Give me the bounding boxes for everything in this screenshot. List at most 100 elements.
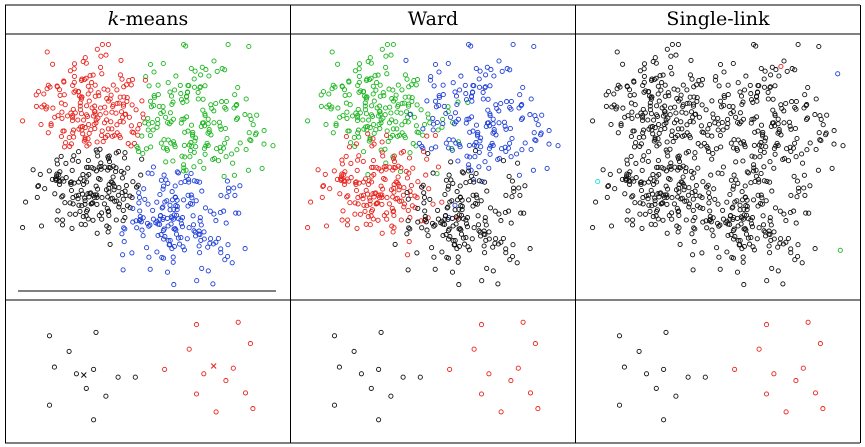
single-link-top-point bbox=[707, 121, 713, 128]
ward-top-point bbox=[423, 172, 429, 178]
ward-top-point bbox=[449, 269, 456, 275]
kmeans-top-point bbox=[201, 165, 207, 171]
ward-top-point bbox=[363, 111, 370, 117]
single-link-top-point bbox=[754, 98, 760, 104]
kmeans-top-point bbox=[199, 64, 205, 70]
single-link-top-point bbox=[655, 164, 661, 170]
single-link-top-point bbox=[740, 254, 746, 260]
kmeans-top-point bbox=[188, 192, 194, 198]
kmeans-top-point bbox=[164, 147, 170, 153]
ward-top-point bbox=[383, 163, 389, 170]
kmeans-top-point bbox=[173, 203, 179, 209]
single-link-top-point bbox=[777, 240, 783, 246]
kmeans-top-point bbox=[189, 195, 195, 201]
single-link-top-point bbox=[655, 83, 661, 89]
ward-top-point bbox=[464, 224, 470, 230]
single-link-top-point bbox=[763, 198, 769, 204]
ward-top-point bbox=[472, 154, 478, 160]
ward-top-point bbox=[458, 227, 464, 233]
ward-top-point bbox=[476, 84, 483, 90]
kmeans-top-point bbox=[248, 138, 254, 144]
kmeans-top-point bbox=[177, 82, 183, 88]
kmeans-top-point bbox=[160, 255, 167, 261]
single-link-top-point bbox=[646, 149, 652, 155]
kmeans-top-point bbox=[143, 74, 149, 80]
ward-top-point bbox=[424, 227, 430, 233]
ward-top-point bbox=[308, 199, 314, 205]
kmeans-top-point bbox=[35, 183, 41, 189]
ward-top-point bbox=[485, 107, 491, 113]
single-link-top-point bbox=[745, 170, 751, 176]
single-link-top-point bbox=[756, 142, 762, 148]
ward-top-point bbox=[456, 141, 462, 148]
kmeans-top-point bbox=[170, 216, 176, 222]
kmeans-top-point bbox=[246, 43, 252, 50]
kmeans-top-point bbox=[119, 231, 125, 237]
kmeans-top-point bbox=[61, 92, 67, 98]
ward-top-point bbox=[380, 186, 386, 192]
kmeans-top-point bbox=[98, 53, 104, 59]
single-link-top-point bbox=[740, 116, 746, 122]
kmeans-top-point bbox=[218, 250, 224, 256]
ward-top-point bbox=[404, 175, 410, 181]
single-link-top-point bbox=[669, 128, 675, 134]
kmeans-top-point bbox=[137, 121, 143, 128]
ward-top-point bbox=[369, 113, 376, 119]
kmeans-top-point bbox=[23, 199, 29, 205]
ward-bottom-point bbox=[447, 366, 453, 372]
ward-top-point bbox=[355, 130, 361, 136]
ward-top-point bbox=[535, 122, 541, 128]
ward-top-point bbox=[375, 192, 382, 198]
kmeans-top-point bbox=[62, 102, 68, 108]
single-link-top-point bbox=[668, 53, 674, 59]
ward-top-point bbox=[522, 183, 528, 189]
kmeans-top-point bbox=[150, 216, 156, 222]
kmeans-top-point bbox=[34, 194, 40, 200]
ward-top-point bbox=[420, 126, 426, 132]
single-link-top-point bbox=[714, 220, 721, 226]
single-link-top-point bbox=[703, 107, 709, 113]
ward-top-point bbox=[382, 177, 388, 183]
kmeans-top-point bbox=[84, 179, 90, 185]
ward-top-point bbox=[388, 52, 394, 58]
single-link-top-point bbox=[675, 87, 681, 93]
single-link-top-point bbox=[701, 140, 707, 146]
single-link-top-point bbox=[662, 82, 668, 88]
kmeans-top-point bbox=[110, 82, 116, 88]
single-link-top-point bbox=[729, 205, 735, 211]
kmeans-top-point bbox=[120, 267, 126, 273]
kmeans-top-point bbox=[98, 64, 104, 70]
ward-top-point bbox=[388, 117, 395, 123]
single-link-top-point bbox=[632, 200, 638, 206]
ward-bottom-point bbox=[527, 390, 534, 396]
kmeans-top-point bbox=[218, 126, 224, 132]
single-link-top-point bbox=[759, 201, 765, 207]
single-link-top-point bbox=[742, 87, 748, 93]
kmeans-top-point bbox=[106, 98, 112, 104]
ward-top-point bbox=[425, 150, 431, 157]
kmeans-top-point bbox=[140, 111, 146, 117]
single-link-top-point bbox=[743, 73, 749, 79]
single-link-top-point bbox=[654, 164, 660, 170]
single-link-top-point bbox=[746, 241, 753, 247]
ward-top-point bbox=[344, 109, 350, 115]
kmeans-top-point bbox=[131, 140, 137, 146]
kmeans-top-point bbox=[199, 188, 205, 194]
kmeans-top-point bbox=[157, 191, 163, 198]
single-link-top-point bbox=[711, 186, 717, 192]
kmeans-top-point bbox=[170, 139, 177, 145]
single-link-top-point bbox=[624, 176, 630, 182]
ward-top-point bbox=[439, 249, 445, 255]
ward-top-point bbox=[370, 164, 376, 170]
ward-top-point bbox=[390, 87, 396, 93]
ward-top-point bbox=[346, 92, 352, 98]
single-link-top-point bbox=[740, 216, 746, 222]
ward-top-point bbox=[465, 244, 471, 250]
kmeans-top-point bbox=[210, 281, 216, 287]
kmeans-top-point bbox=[97, 112, 103, 118]
kmeans-top-point bbox=[90, 217, 96, 223]
single-link-top-point bbox=[730, 255, 737, 261]
kmeans-top-point bbox=[99, 210, 105, 216]
single-link-top-point bbox=[662, 93, 668, 99]
ward-top-point bbox=[381, 93, 387, 99]
